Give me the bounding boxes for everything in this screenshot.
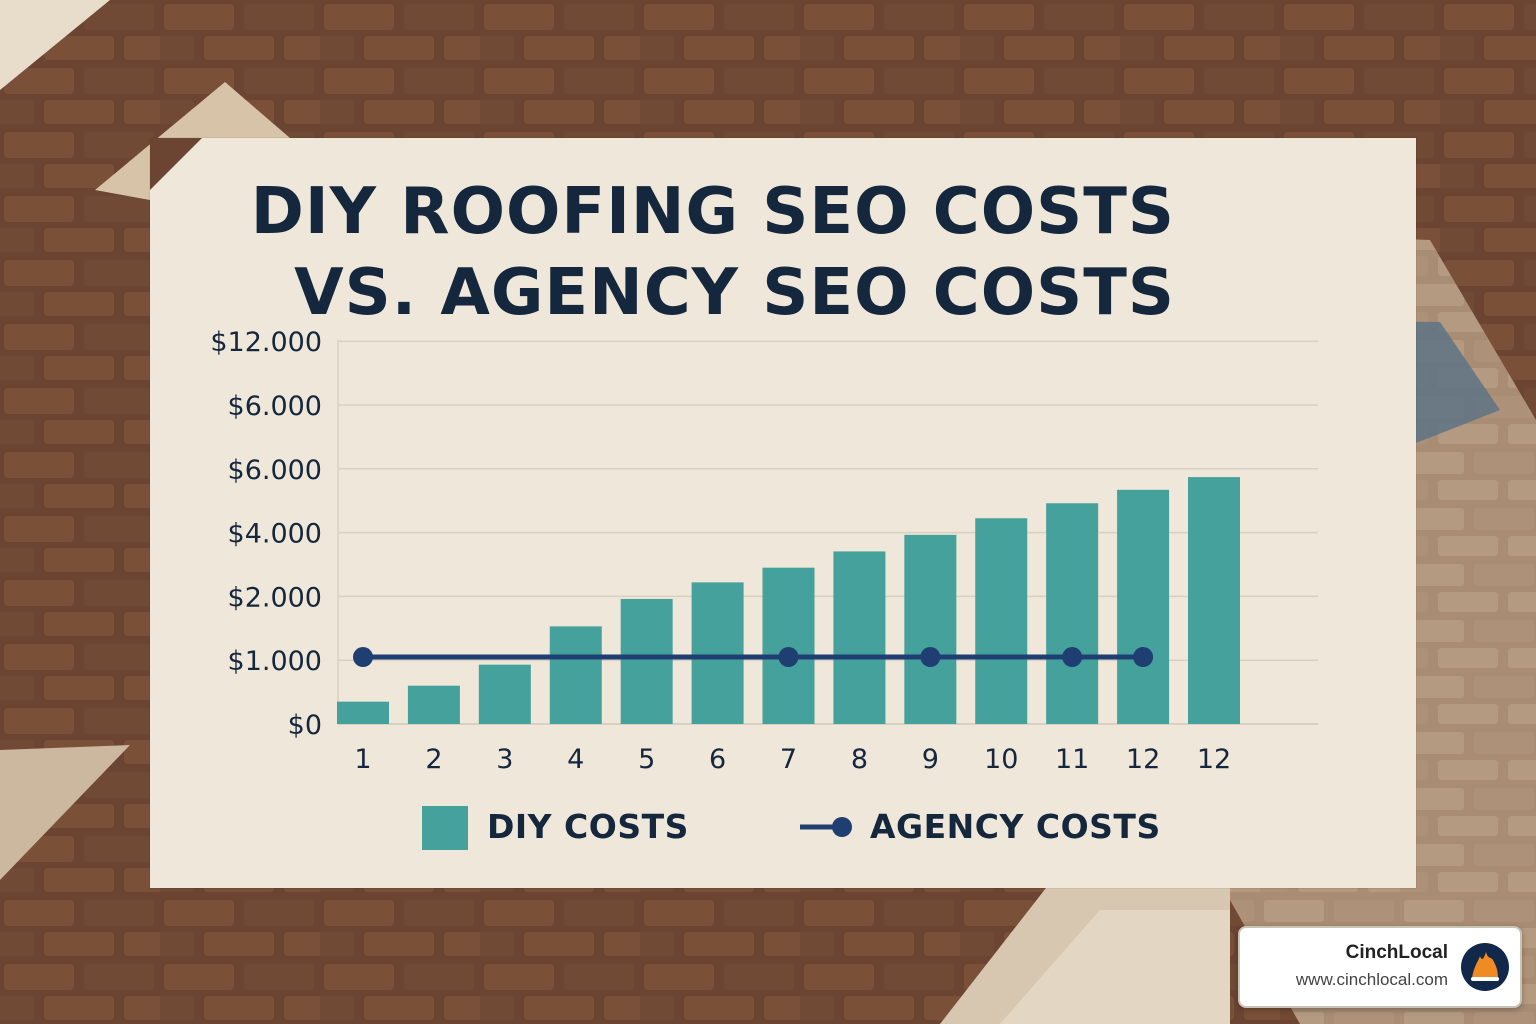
- brand-logo-icon: [1461, 943, 1509, 991]
- x-tick-label: 4: [567, 744, 584, 775]
- x-tick-label: 12: [1126, 744, 1160, 775]
- legend-agency-marker: [800, 817, 852, 837]
- x-axis-ticks: 1 2 3 4 5 6 7 8 9 10 11 12 12: [354, 744, 1231, 775]
- x-tick-label: 12: [1197, 744, 1231, 775]
- diy-bar: [975, 518, 1028, 724]
- y-tick-label: $6.000: [228, 455, 322, 486]
- diy-bar: [337, 701, 389, 724]
- agency-point: [778, 647, 799, 668]
- diy-bar: [691, 582, 744, 724]
- diy-bar: [762, 567, 815, 724]
- x-tick-label: 8: [851, 744, 868, 775]
- diy-bars: [337, 477, 1240, 724]
- diy-bar: [620, 598, 673, 724]
- x-tick-label: 2: [425, 744, 442, 775]
- y-tick-label: $4.000: [228, 519, 322, 550]
- x-tick-label: 5: [638, 744, 655, 775]
- diy-bar: [833, 551, 886, 724]
- y-tick-label: $6.000: [228, 391, 322, 422]
- agency-point: [1062, 647, 1083, 668]
- diy-bar: [1188, 477, 1240, 724]
- x-tick-label: 6: [709, 744, 726, 775]
- x-tick-label: 9: [922, 744, 939, 775]
- brand-badge[interactable]: CinchLocal www.cinchlocal.com: [1238, 926, 1522, 1008]
- card-corner-notch: [150, 138, 202, 190]
- y-tick-label: $0: [288, 710, 322, 741]
- diy-bar: [549, 626, 602, 724]
- agency-point: [1133, 647, 1154, 668]
- x-tick-label: 7: [780, 744, 797, 775]
- diy-bar: [407, 685, 460, 724]
- agency-point: [353, 647, 373, 668]
- agency-line: [353, 647, 1154, 668]
- diy-bar: [904, 534, 957, 724]
- x-tick-label: 1: [354, 744, 371, 775]
- x-tick-label: 11: [1055, 744, 1089, 775]
- x-tick-label: 3: [496, 744, 513, 775]
- y-tick-label: $12.000: [210, 327, 322, 358]
- diy-bar: [1046, 503, 1099, 724]
- y-tick-label: $2.000: [228, 582, 322, 613]
- diy-bar: [1117, 489, 1170, 724]
- y-tick-label: $1.000: [228, 646, 322, 677]
- x-tick-label: 10: [984, 744, 1018, 775]
- diy-bar: [478, 664, 531, 724]
- legend-diy-label: DIY COSTS: [487, 807, 689, 846]
- chart-subtitle: VS. AGENCY SEO COSTS: [294, 256, 1175, 330]
- legend-agency-label: AGENCY COSTS: [870, 807, 1161, 846]
- agency-point: [920, 647, 941, 668]
- chart-title: DIY ROOFING SEO COSTS: [250, 175, 1175, 249]
- brand-url: www.cinchlocal.com: [1295, 970, 1448, 989]
- y-axis-ticks: $12.000 $6.000 $6.000 $4.000 $2.000 $1.000 $0: [210, 327, 322, 741]
- brand-name: CinchLocal: [1345, 942, 1448, 963]
- legend-diy-swatch: [422, 806, 468, 850]
